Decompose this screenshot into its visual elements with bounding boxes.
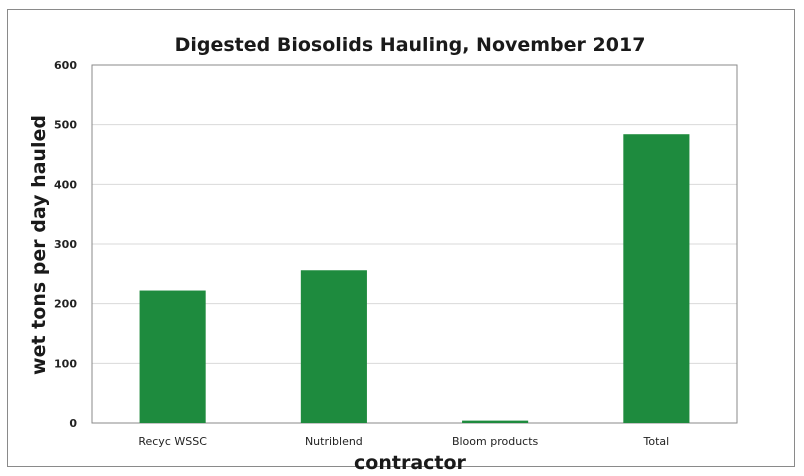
x-tick-label: Total bbox=[643, 435, 670, 448]
bar-nutriblend bbox=[300, 270, 367, 423]
bar-total bbox=[623, 134, 690, 424]
bar-recyc-wssc bbox=[139, 290, 206, 423]
y-tick-label: 100 bbox=[54, 357, 77, 370]
x-tick-label: Bloom products bbox=[452, 435, 539, 448]
y-tick-labels: 0 100 200 300 400 500 600 bbox=[54, 59, 77, 430]
y-tick-label: 0 bbox=[69, 417, 77, 430]
bar-bloom-products bbox=[462, 420, 529, 423]
x-tick-label: Recyc WSSC bbox=[138, 435, 207, 448]
x-tick-label: Nutriblend bbox=[305, 435, 363, 448]
bars bbox=[139, 134, 690, 424]
plot-area bbox=[91, 64, 738, 424]
y-tick-label: 600 bbox=[54, 59, 77, 72]
y-tick-label: 300 bbox=[54, 238, 77, 251]
y-tick-label: 500 bbox=[54, 119, 77, 132]
y-tick-label: 200 bbox=[54, 298, 77, 311]
y-axis-label: wet tons per day hauled bbox=[28, 115, 50, 375]
x-axis-label: contractor bbox=[354, 452, 467, 474]
category-labels: Recyc WSSC Nutriblend Bloom products Total bbox=[138, 435, 669, 448]
y-tick-label: 400 bbox=[54, 178, 77, 191]
chart-title: Digested Biosolids Hauling, November 201… bbox=[175, 34, 646, 56]
